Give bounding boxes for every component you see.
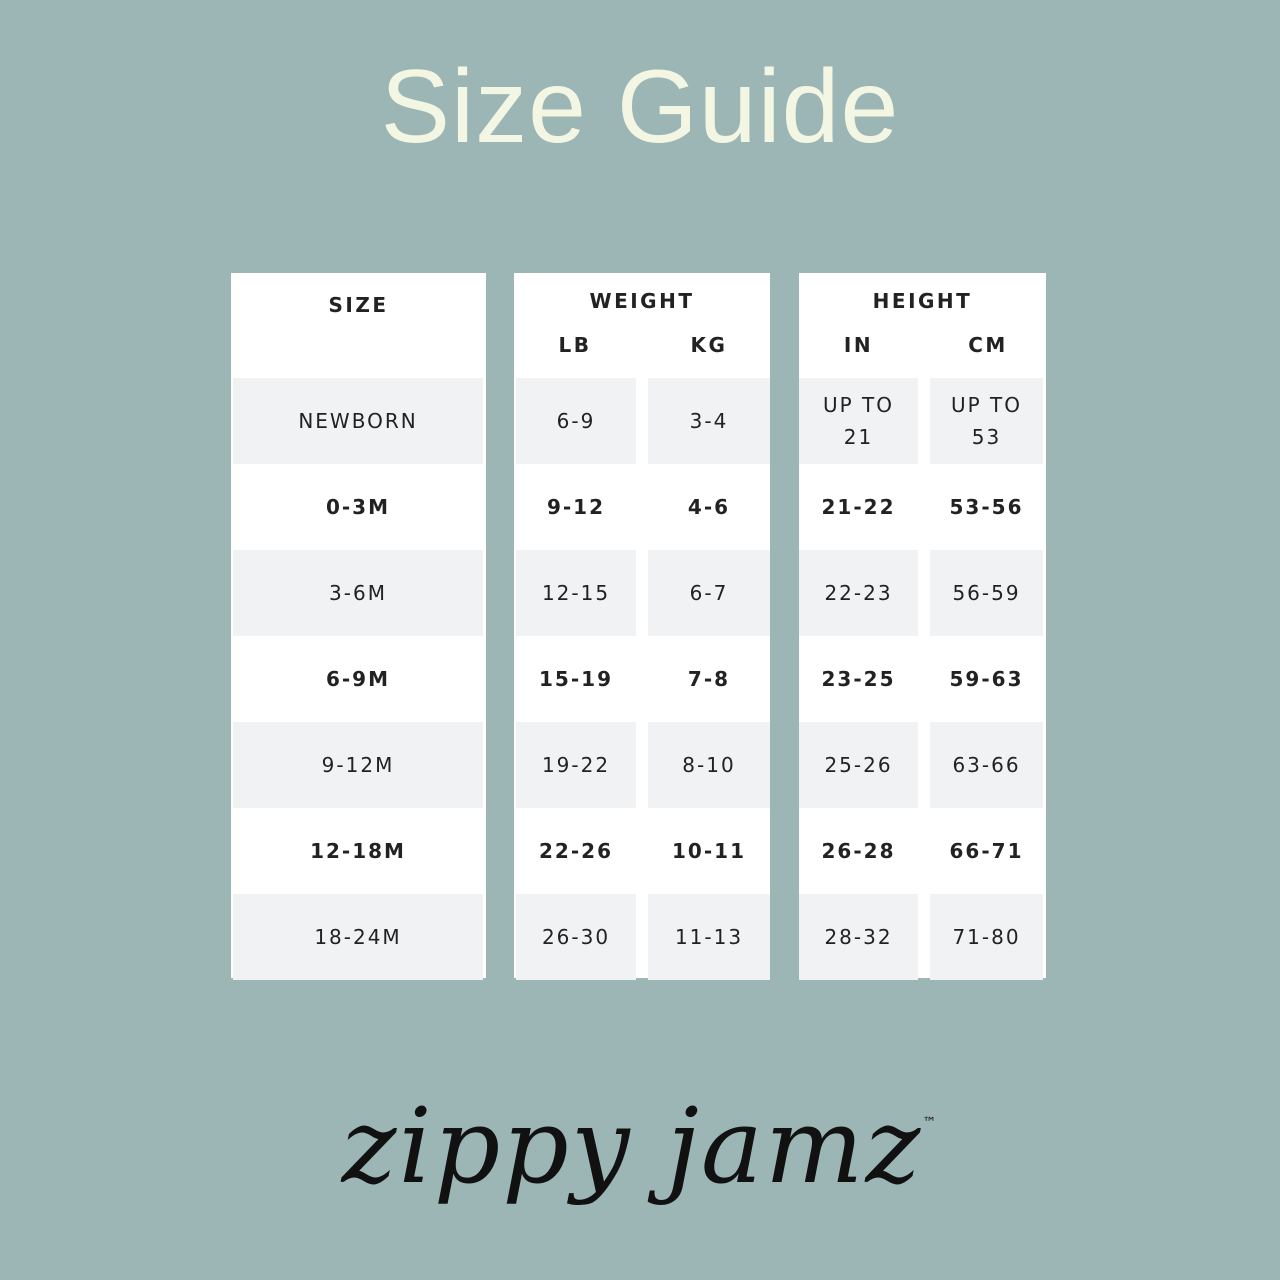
table-row: 3-6M xyxy=(231,550,486,636)
cell-kg: 8-10 xyxy=(648,722,770,808)
cell-cm: 63-66 xyxy=(930,722,1043,808)
cell-cm: UP TO 53 xyxy=(930,378,1043,464)
table-row: 12-18M xyxy=(231,808,486,894)
height-column-panel: HEIGHT IN CM UP TO 21 UP TO 53 21-22 53-56 2… xyxy=(799,273,1046,980)
table-row: NEWBORN xyxy=(231,378,486,464)
table-row: 28-32 71-80 xyxy=(799,894,1046,980)
cell-kg: 6-7 xyxy=(648,550,770,636)
cell-lb: 6-9 xyxy=(516,378,636,464)
cell-lb: 15-19 xyxy=(539,667,613,691)
cell-kg: 4-6 xyxy=(687,495,731,519)
height-unit-in: IN xyxy=(843,333,874,357)
table-row: 0-3M xyxy=(231,464,486,550)
table-row: 6-9 3-4 xyxy=(514,378,770,464)
table-row: 25-26 63-66 xyxy=(799,722,1046,808)
cell-in: 23-25 xyxy=(821,667,896,691)
table-row: 18-24M xyxy=(231,894,486,980)
cell-kg: 10-11 xyxy=(672,839,746,863)
brand-logo-text: zippy jamz xyxy=(341,1085,923,1207)
cell-size: 9-12M xyxy=(233,722,483,808)
cell-in: 25-26 xyxy=(799,722,918,808)
cell-lb: 22-26 xyxy=(539,839,613,863)
cell-size: 3-6M xyxy=(233,550,483,636)
table-row: 12-15 6-7 xyxy=(514,550,770,636)
cell-in: 28-32 xyxy=(799,894,918,980)
table-row: 26-30 11-13 xyxy=(514,894,770,980)
size-header: SIZE xyxy=(231,273,486,378)
cell-in: 26-28 xyxy=(821,839,896,863)
height-unit-cm: CM xyxy=(968,333,1008,357)
table-row: 22-26 10-11 xyxy=(514,808,770,894)
cell-size: 12-18M xyxy=(310,839,406,863)
weight-column-panel: WEIGHT LB KG 6-9 3-4 9-12 4-6 12-15 6-7 15-19 7… xyxy=(514,273,770,980)
cell-lb: 26-30 xyxy=(516,894,636,980)
height-header-label: HEIGHT xyxy=(872,289,973,313)
weight-unit-kg: KG xyxy=(690,333,728,357)
table-row: 6-9M xyxy=(231,636,486,722)
cell-size: 0-3M xyxy=(325,495,391,519)
cell-kg: 3-4 xyxy=(648,378,770,464)
table-row: UP TO 21 UP TO 53 xyxy=(799,378,1046,464)
table-row: 9-12M xyxy=(231,722,486,808)
weight-header: WEIGHT LB KG xyxy=(514,273,770,378)
table-row: 19-22 8-10 xyxy=(514,722,770,808)
height-header: HEIGHT IN CM xyxy=(799,273,1046,378)
cell-cm: 66-71 xyxy=(949,839,1024,863)
size-header-label: SIZE xyxy=(328,293,389,317)
cell-size: NEWBORN xyxy=(233,378,483,464)
cell-cm: 56-59 xyxy=(930,550,1043,636)
cell-lb: 9-12 xyxy=(546,495,606,519)
cell-in: 21-22 xyxy=(821,495,896,519)
page-title: Size Guide xyxy=(380,49,900,165)
table-row: 15-19 7-8 xyxy=(514,636,770,722)
cell-size: 18-24M xyxy=(233,894,483,980)
table-row: 22-23 56-59 xyxy=(799,550,1046,636)
cell-lb: 19-22 xyxy=(516,722,636,808)
table-row: 9-12 4-6 xyxy=(514,464,770,550)
cell-lb: 12-15 xyxy=(516,550,636,636)
cell-cm: 53-56 xyxy=(949,495,1024,519)
cell-in: UP TO 21 xyxy=(799,378,918,464)
table-row: 21-22 53-56 xyxy=(799,464,1046,550)
cell-cm: 71-80 xyxy=(930,894,1043,980)
cell-size: 6-9M xyxy=(325,667,391,691)
cell-kg: 7-8 xyxy=(687,667,731,691)
size-column-panel: SIZE NEWBORN 0-3M 3-6M 6-9M 9-12M 12-18M 18-24… xyxy=(231,273,486,980)
table-row: 23-25 59-63 xyxy=(799,636,1046,722)
cell-in: 22-23 xyxy=(799,550,918,636)
weight-header-label: WEIGHT xyxy=(589,289,695,313)
trademark-symbol: ™ xyxy=(922,1115,939,1131)
weight-unit-lb: LB xyxy=(558,333,592,357)
cell-cm: 59-63 xyxy=(949,667,1024,691)
brand-logo: zippy jamz™ xyxy=(0,1085,1280,1207)
table-row: 26-28 66-71 xyxy=(799,808,1046,894)
cell-kg: 11-13 xyxy=(648,894,770,980)
